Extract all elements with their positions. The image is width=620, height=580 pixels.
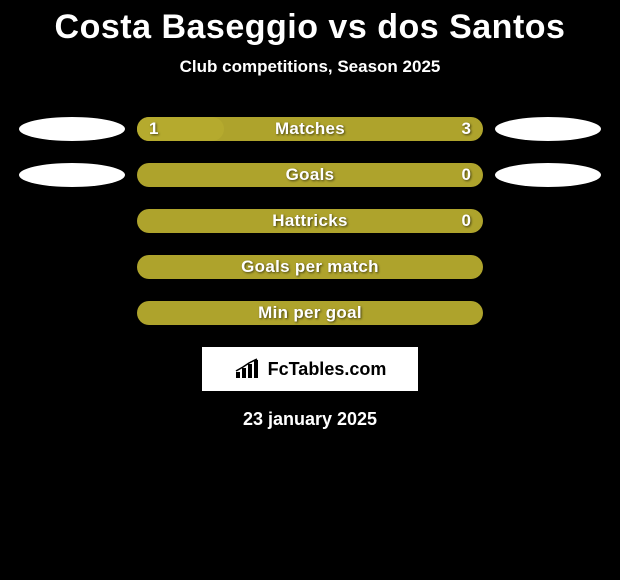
stat-value-right: 3	[462, 117, 471, 141]
logo-text: FcTables.com	[268, 359, 387, 380]
stat-bar: Min per goal	[137, 301, 483, 325]
stat-row: Hattricks0	[0, 209, 620, 233]
logo-box: FcTables.com	[202, 347, 418, 391]
player-marker-left	[19, 117, 125, 141]
stat-row: Goals per match	[0, 255, 620, 279]
player-marker-right	[495, 117, 601, 141]
stat-label: Hattricks	[137, 209, 483, 233]
page-title: Costa Baseggio vs dos Santos	[0, 0, 620, 47]
player-marker-right	[495, 163, 601, 187]
stat-rows: Matches13Goals0Hattricks0Goals per match…	[0, 117, 620, 325]
player-marker-left	[19, 163, 125, 187]
stat-label: Min per goal	[137, 301, 483, 325]
stat-label: Goals per match	[137, 255, 483, 279]
stat-bar: Hattricks0	[137, 209, 483, 233]
stat-row: Matches1 3	[0, 117, 620, 141]
page-subtitle: Club competitions, Season 2025	[0, 57, 620, 77]
stat-row: Min per goal	[0, 301, 620, 325]
stat-bar: Matches1 3	[137, 117, 483, 141]
logo-chart-icon	[234, 358, 264, 380]
stat-bar: Goals0	[137, 163, 483, 187]
date-label: 23 january 2025	[0, 409, 620, 430]
stat-value-right: 0	[462, 209, 471, 233]
stat-label: Matches	[137, 117, 483, 141]
stat-bar: Goals per match	[137, 255, 483, 279]
stat-value-right: 0	[462, 163, 471, 187]
stat-label: Goals	[137, 163, 483, 187]
stat-value-left: 1	[149, 117, 158, 141]
logo: FcTables.com	[234, 358, 387, 380]
stat-row: Goals0	[0, 163, 620, 187]
comparison-infographic: Costa Baseggio vs dos Santos Club compet…	[0, 0, 620, 580]
